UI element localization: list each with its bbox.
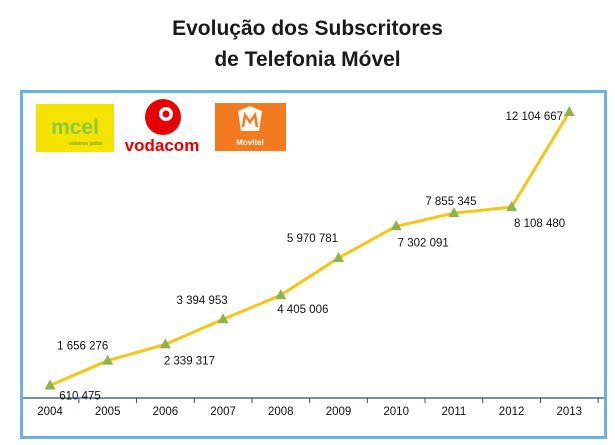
x-tick-label: 2013 <box>557 406 583 418</box>
vodacom-logo: vodacom <box>125 99 200 155</box>
data-label: 2 339 317 <box>164 355 215 367</box>
data-point-marker <box>390 220 402 231</box>
mcel-tagline: estamos juntos <box>69 141 103 147</box>
data-point-marker <box>275 289 287 300</box>
data-point-marker <box>44 379 56 390</box>
data-label: 5 970 781 <box>287 233 338 245</box>
x-tick-label: 2005 <box>95 406 121 418</box>
data-point-marker <box>217 313 229 324</box>
x-tick-label: 2004 <box>37 406 63 418</box>
x-tick-label: 2010 <box>383 406 409 418</box>
movitel-logo: Movitel <box>215 103 286 151</box>
x-tick-label: 2012 <box>499 406 525 418</box>
data-label: 12 104 667 <box>506 111 564 123</box>
x-tick-label: 2006 <box>153 406 179 418</box>
chart-frame <box>20 90 607 439</box>
data-label: 3 394 953 <box>177 295 228 307</box>
data-point-marker <box>563 106 575 116</box>
data-label: 610 475 <box>59 390 101 402</box>
x-axis-tick-labels: 2004 2005 2006 2007 2008 2009 2010 2011 2012 2013 <box>37 406 582 418</box>
mcel-logo: mcel estamos juntos <box>36 104 114 152</box>
data-label: 8 108 480 <box>514 218 565 230</box>
x-tick-label: 2011 <box>442 406 467 418</box>
x-tick-label: 2008 <box>268 406 294 418</box>
data-point-marker <box>159 338 171 349</box>
x-tick-label: 2007 <box>210 406 236 418</box>
series-line <box>49 111 571 387</box>
data-label: 1 656 276 <box>57 341 108 353</box>
x-tick-label: 2009 <box>326 406 352 418</box>
x-axis-ticks <box>78 398 599 403</box>
mcel-logo-text: mcel <box>51 116 99 139</box>
data-point-marker <box>506 201 518 212</box>
vodacom-logo-text: vodacom <box>125 136 200 155</box>
data-point-marker <box>102 354 114 365</box>
data-point-marker <box>333 251 344 262</box>
data-point-marker <box>448 207 460 218</box>
data-labels: 610 475 1 656 276 2 339 317 3 394 953 4 405 … <box>57 111 565 402</box>
movitel-logo-text: Movitel <box>236 138 264 147</box>
data-label: 7 302 091 <box>398 237 449 249</box>
series-markers <box>44 106 575 390</box>
data-label: 7 855 345 <box>425 196 476 208</box>
data-label: 4 405 006 <box>277 304 328 316</box>
chart-title-line1: Evolução dos Subscritores <box>172 17 443 40</box>
chart-title-line2: de Telefonia Móvel <box>214 48 401 71</box>
